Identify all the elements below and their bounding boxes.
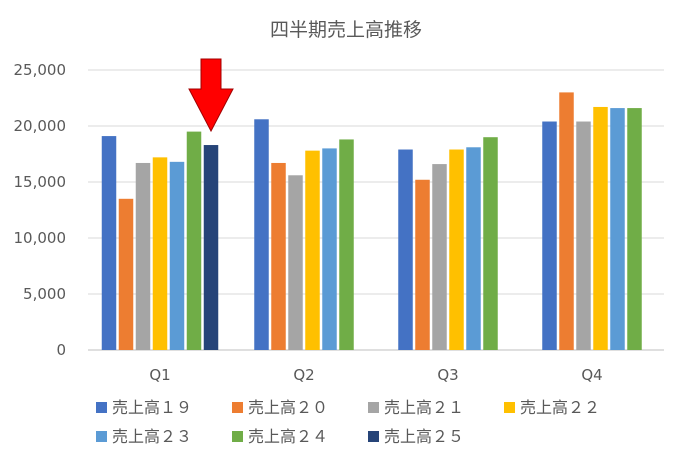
bar-q1-series-1 xyxy=(101,136,117,350)
bar-q4-series-4 xyxy=(593,106,608,351)
bar-q4-series-6 xyxy=(627,108,642,350)
legend-label: 売上高２１ xyxy=(384,398,464,417)
bar-q3-series-2 xyxy=(415,179,430,350)
bar-q3-series-1 xyxy=(398,149,413,350)
bar-q1-series-4 xyxy=(152,157,168,350)
legend-swatch xyxy=(232,402,243,413)
legend-label: 売上高１９ xyxy=(112,398,192,417)
bar-q1-series-3 xyxy=(135,162,151,350)
bar-q4-series-3 xyxy=(576,121,591,351)
y-tick-label: 5,000 xyxy=(23,285,66,303)
legend-item: 売上高２４ xyxy=(232,427,328,446)
x-tick-label: Q4 xyxy=(581,366,602,384)
legend-swatch xyxy=(504,402,515,413)
legend-item: 売上高２３ xyxy=(96,427,192,446)
bar-q1-series-5 xyxy=(169,161,185,350)
legend-swatch xyxy=(232,431,243,442)
x-axis-ticks: Q1 Q2 Q3 Q4 xyxy=(149,366,602,384)
y-tick-label: 0 xyxy=(56,341,66,359)
bar-q4-series-1 xyxy=(542,121,557,351)
legend-swatch xyxy=(368,431,379,442)
chart-title: 四半期売上高推移 xyxy=(270,19,422,41)
bar-q2-series-6 xyxy=(339,139,354,350)
x-tick-label: Q2 xyxy=(293,366,314,384)
legend-item: 売上高２０ xyxy=(232,398,328,417)
bar-q3-series-5 xyxy=(466,147,481,350)
annotation-arrow-icon xyxy=(188,58,234,133)
legend-label: 売上高２５ xyxy=(384,427,464,446)
y-tick-label: 15,000 xyxy=(14,173,67,191)
bar-q2-series-1 xyxy=(254,119,269,350)
legend-item: 売上高２５ xyxy=(368,427,464,446)
bar-q1-series-2 xyxy=(118,198,134,350)
bar-q3-series-6 xyxy=(483,137,498,350)
bar-q2-series-5 xyxy=(322,148,337,350)
bar-q2-series-3 xyxy=(288,175,303,350)
legend-swatch xyxy=(368,402,379,413)
y-tick-label: 25,000 xyxy=(14,61,67,79)
bar-q2-series-2 xyxy=(271,162,286,350)
bar-q3-series-3 xyxy=(432,164,447,350)
legend-label: 売上高２０ xyxy=(248,398,328,417)
legend-item: 売上高１９ xyxy=(96,398,192,417)
legend-item: 売上高２１ xyxy=(368,398,464,417)
legend: 売上高１９ 売上高２０ 売上高２１ 売上高２２ 売上高２３ 売上高２４ 売上高２５ xyxy=(96,398,600,446)
bar-q3-series-4 xyxy=(449,149,464,350)
legend-label: 売上高２３ xyxy=(112,427,192,446)
bar-q1-series-6 xyxy=(186,131,202,350)
legend-item: 売上高２２ xyxy=(504,398,600,417)
y-tick-label: 20,000 xyxy=(14,117,67,135)
legend-swatch xyxy=(96,402,107,413)
legend-label: 売上高２２ xyxy=(520,398,600,417)
bar-q4-series-5 xyxy=(610,108,625,350)
legend-swatch xyxy=(96,431,107,442)
y-tick-label: 10,000 xyxy=(14,229,67,247)
bars xyxy=(101,92,642,351)
y-axis-ticks: 0 5,000 10,000 15,000 20,000 25,000 xyxy=(14,61,67,359)
annotations xyxy=(188,58,234,133)
legend-label: 売上高２４ xyxy=(248,427,328,446)
x-tick-label: Q1 xyxy=(149,366,170,384)
x-tick-label: Q3 xyxy=(437,366,458,384)
bar-q4-series-2 xyxy=(559,92,574,351)
bar-q1-series-7 xyxy=(203,145,219,350)
bar-q2-series-4 xyxy=(305,150,320,350)
